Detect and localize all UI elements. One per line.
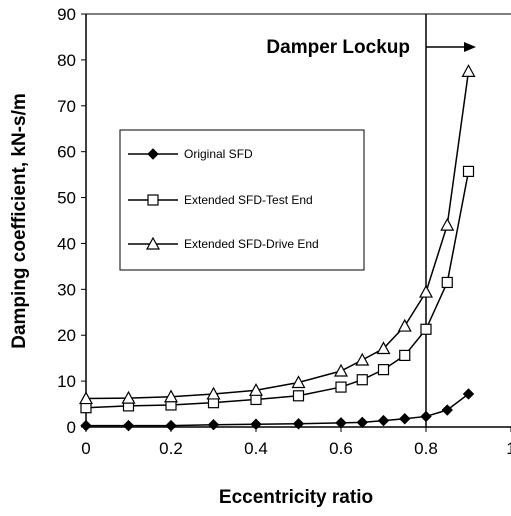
data-point [333, 363, 349, 377]
y-tick-label: 40 [57, 234, 76, 253]
x-tick-label: 1 [506, 439, 511, 458]
legend-label: Extended SFD-Test End [184, 193, 313, 207]
data-point [80, 402, 92, 414]
data-point [291, 375, 306, 389]
series-2 [80, 165, 475, 414]
y-tick-label: 0 [67, 418, 76, 437]
lockup-arrowhead-icon [464, 42, 476, 52]
data-point [420, 323, 432, 335]
data-point [418, 284, 434, 298]
data-point [250, 418, 262, 430]
data-point [376, 341, 391, 355]
x-axis-title: Eccentricity ratio [219, 487, 373, 508]
x-tick-label: 0.4 [244, 439, 268, 458]
y-tick-label: 90 [57, 5, 76, 24]
data-point [335, 381, 347, 393]
data-point [356, 374, 368, 386]
data-point [292, 418, 305, 430]
y-tick-label: 80 [57, 51, 76, 70]
series-3 [78, 64, 476, 405]
data-point [121, 390, 136, 404]
y-tick-label: 20 [57, 326, 76, 345]
data-point [399, 413, 411, 425]
data-point [356, 416, 368, 429]
x-tick-label: 0 [81, 439, 90, 458]
y-tick-label: 60 [57, 143, 76, 162]
legend-marker [145, 236, 161, 250]
y-axis-ticks: 0 10 20 30 40 50 60 70 80 90 [57, 5, 86, 437]
legend-marker [147, 194, 159, 206]
data-point [78, 391, 94, 405]
data-point [355, 352, 370, 366]
y-axis-title: Damping coefficient, kN-s/m [9, 93, 30, 349]
damper-lockup-annotation: Damper Lockup [266, 14, 476, 427]
y-tick-label: 70 [57, 97, 76, 116]
data-point [377, 364, 390, 376]
data-point [420, 410, 432, 423]
x-axis-ticks: 0 0.2 0.4 0.6 0.8 1 [81, 427, 511, 458]
series-line [86, 393, 469, 427]
data-point [441, 404, 453, 416]
data-point [165, 419, 177, 432]
data-point [462, 388, 475, 400]
y-tick-label: 10 [57, 372, 76, 391]
data-point [397, 318, 412, 332]
x-tick-label: 0.6 [329, 439, 353, 458]
data-point [441, 276, 453, 289]
lockup-label: Damper Lockup [266, 37, 410, 58]
data-point [461, 64, 476, 77]
data-point [248, 383, 264, 396]
data-point [377, 414, 390, 427]
legend: Original SFD Extended SFD-Test End Extende… [119, 129, 365, 271]
legend-marker [147, 148, 159, 160]
series-layer [78, 64, 476, 432]
data-point [399, 349, 411, 362]
y-tick-label: 30 [57, 280, 76, 299]
data-point [462, 165, 475, 177]
data-point [80, 419, 92, 432]
data-point [207, 418, 220, 431]
x-tick-label: 0.2 [159, 439, 183, 458]
x-tick-label: 0.8 [414, 439, 438, 458]
data-point [250, 393, 262, 406]
series-1 [80, 388, 475, 432]
y-tick-label: 50 [57, 189, 76, 208]
data-point [440, 217, 455, 231]
data-point [163, 389, 179, 403]
data-point [122, 419, 135, 432]
legend-label: Extended SFD-Drive End [184, 237, 319, 251]
legend-label: Original SFD [184, 147, 253, 161]
data-point [292, 390, 305, 402]
data-point [206, 386, 221, 400]
data-point [335, 417, 347, 429]
